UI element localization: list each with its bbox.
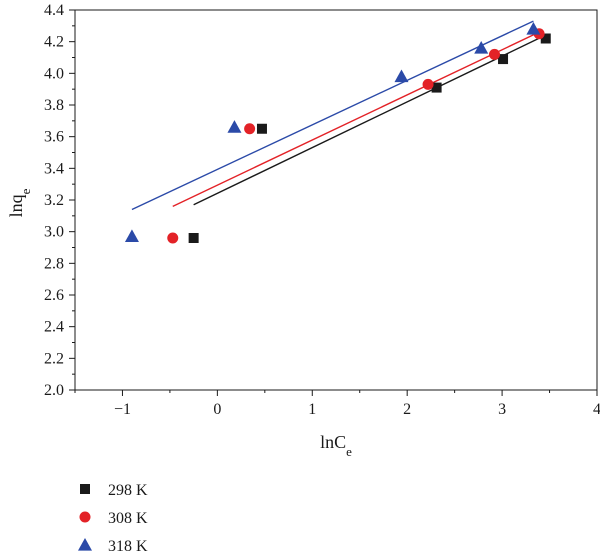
fit-line-298k <box>193 36 543 206</box>
y-tick-label: 3.6 <box>44 129 64 146</box>
x-axis-title-subscript: e <box>346 444 352 459</box>
x-tick-label: 3 <box>498 401 506 418</box>
y-tick-label: 3.8 <box>44 97 64 114</box>
data-point-298k <box>431 82 442 93</box>
data-point-308k <box>167 232 179 244</box>
y-tick-label: 3.4 <box>44 160 64 177</box>
legend-label: 298 K <box>108 482 148 499</box>
y-axis-title: lnqe <box>6 188 33 217</box>
y-tick-label: 4.0 <box>44 65 64 82</box>
y-tick-label: 2.8 <box>44 255 64 272</box>
y-tick-label: 4.4 <box>44 2 64 19</box>
legend-label: 318 K <box>108 538 148 555</box>
data-point-308k <box>488 48 500 60</box>
data-point-298k <box>540 33 551 44</box>
y-axis-title-base: lnq <box>6 194 26 217</box>
y-axis-title-subscript: e <box>18 188 33 194</box>
data-point-318k <box>474 41 489 54</box>
legend-marker-318k <box>78 538 92 551</box>
data-point-298k <box>256 123 267 134</box>
fit-line-318k <box>131 20 534 211</box>
y-tick-label: 4.2 <box>44 34 64 51</box>
x-axis-title-base: lnC <box>320 432 346 452</box>
x-axis-title: lnCe <box>320 432 352 459</box>
x-tick-label: 0 <box>213 401 221 418</box>
data-point-318k <box>227 120 242 133</box>
x-tick-label: 2 <box>403 401 411 418</box>
legend: 298 K 308 K 318 K <box>78 482 148 555</box>
fit-line-308k <box>172 31 540 207</box>
legend-marker-298k <box>80 484 90 494</box>
data-point-308k <box>422 78 434 90</box>
y-tick-label: 2.4 <box>44 319 64 336</box>
data-point-318k <box>526 22 541 35</box>
y-tick-label: 2.0 <box>44 382 64 399</box>
data-point-318k <box>394 69 409 83</box>
y-tick-label: 3.0 <box>44 224 64 241</box>
y-tick-label: 3.2 <box>44 192 64 209</box>
data-point-308k <box>244 123 256 135</box>
legend-marker-308k <box>79 511 91 523</box>
data-point-318k <box>124 229 139 243</box>
data-point-298k <box>188 233 199 243</box>
y-tick-label: 2.2 <box>44 350 64 367</box>
fit-lines <box>131 20 543 211</box>
legend-label: 308 K <box>108 510 148 527</box>
y-axis-ticks: 2.0 2.2 2.4 2.6 2.8 3.0 3.2 3.4 3.6 3.8 4.0 4.2 4.4 <box>44 2 75 399</box>
x-tick-label: −1 <box>114 401 131 418</box>
x-axis-ticks: −1 0 1 2 3 4 <box>74 390 600 418</box>
y-tick-label: 2.6 <box>44 287 64 304</box>
data-markers <box>124 22 551 244</box>
x-tick-label: 4 <box>593 401 600 418</box>
data-point-298k <box>498 54 509 65</box>
x-tick-label: 1 <box>308 401 316 418</box>
